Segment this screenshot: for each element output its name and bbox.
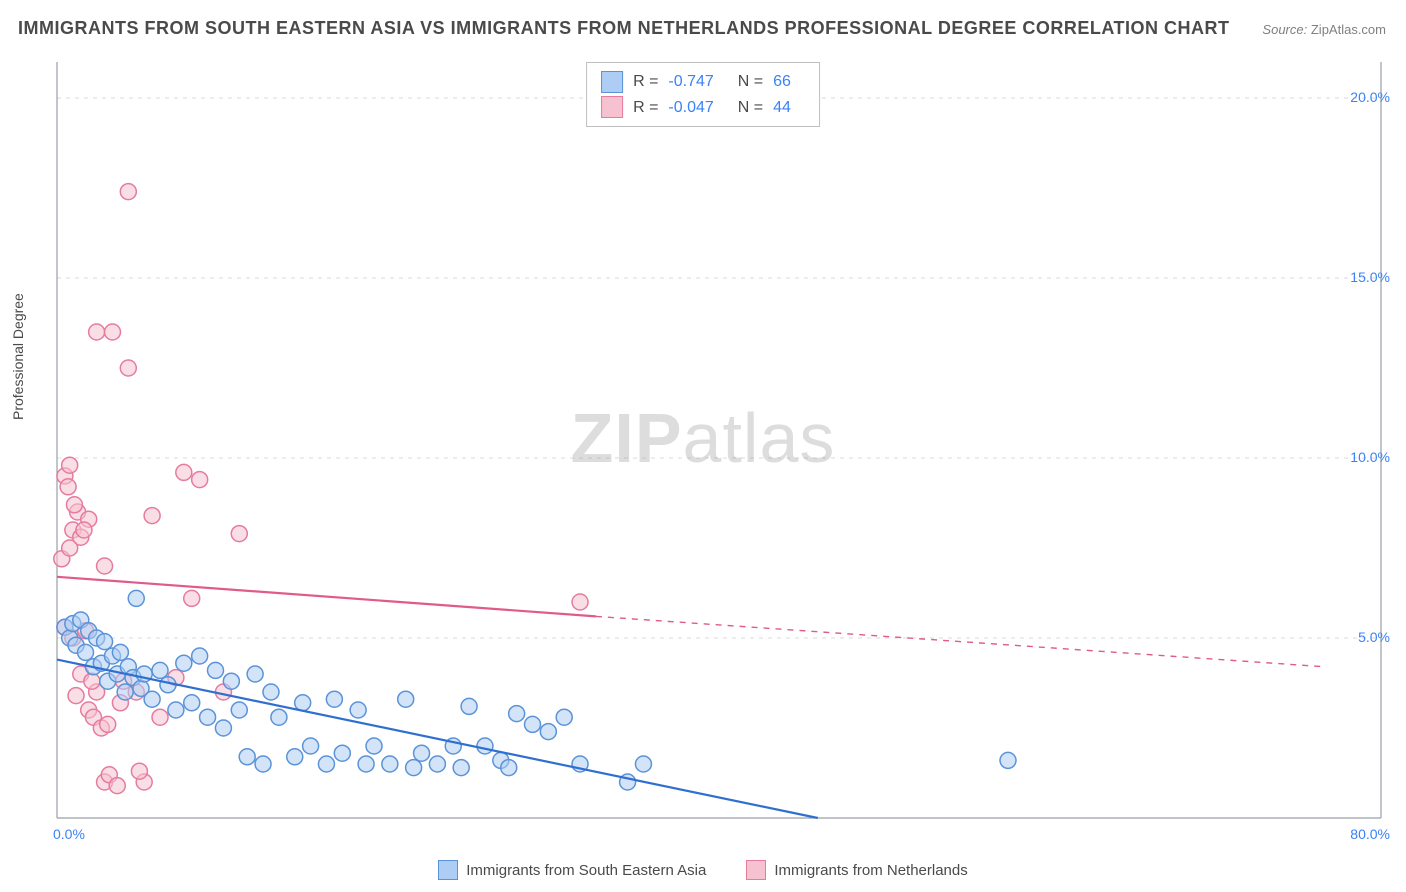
- correlation-legend: R = -0.747 N = 66 R = -0.047 N = 44: [586, 62, 820, 127]
- series-legend: Immigrants from South Eastern Asia Immig…: [0, 860, 1406, 880]
- swatch-sea: [601, 71, 623, 93]
- x-tick-label: 80.0%: [1350, 826, 1390, 842]
- legend-label-sea: Immigrants from South Eastern Asia: [466, 862, 706, 879]
- r-label: R =: [633, 95, 658, 121]
- n-value-nl: 44: [773, 95, 791, 121]
- chart-plot-area: [45, 58, 1385, 828]
- r-value-sea: -0.747: [668, 69, 713, 95]
- n-value-sea: 66: [773, 69, 791, 95]
- scatter-plot-svg: [45, 58, 1385, 828]
- y-axis-label: Professional Degree: [10, 293, 26, 420]
- y-tick-label: 15.0%: [1350, 269, 1390, 285]
- y-tick-label: 10.0%: [1350, 449, 1390, 465]
- correlation-row-nl: R = -0.047 N = 44: [601, 95, 805, 121]
- r-value-nl: -0.047: [668, 95, 713, 121]
- chart-title: IMMIGRANTS FROM SOUTH EASTERN ASIA VS IM…: [18, 18, 1230, 39]
- y-tick-label: 5.0%: [1358, 629, 1390, 645]
- source-attribution: Source: ZipAtlas.com: [1262, 22, 1386, 37]
- legend-swatch-nl: [746, 860, 766, 880]
- n-label: N =: [738, 69, 763, 95]
- legend-label-nl: Immigrants from Netherlands: [774, 862, 967, 879]
- source-value: ZipAtlas.com: [1311, 22, 1386, 37]
- y-tick-label: 20.0%: [1350, 89, 1390, 105]
- legend-swatch-sea: [438, 860, 458, 880]
- legend-item-nl: Immigrants from Netherlands: [746, 860, 967, 880]
- r-label: R =: [633, 69, 658, 95]
- legend-item-sea: Immigrants from South Eastern Asia: [438, 860, 706, 880]
- source-label: Source:: [1262, 22, 1307, 37]
- correlation-row-sea: R = -0.747 N = 66: [601, 69, 805, 95]
- x-tick-label: 0.0%: [53, 826, 85, 842]
- n-label: N =: [738, 95, 763, 121]
- swatch-nl: [601, 96, 623, 118]
